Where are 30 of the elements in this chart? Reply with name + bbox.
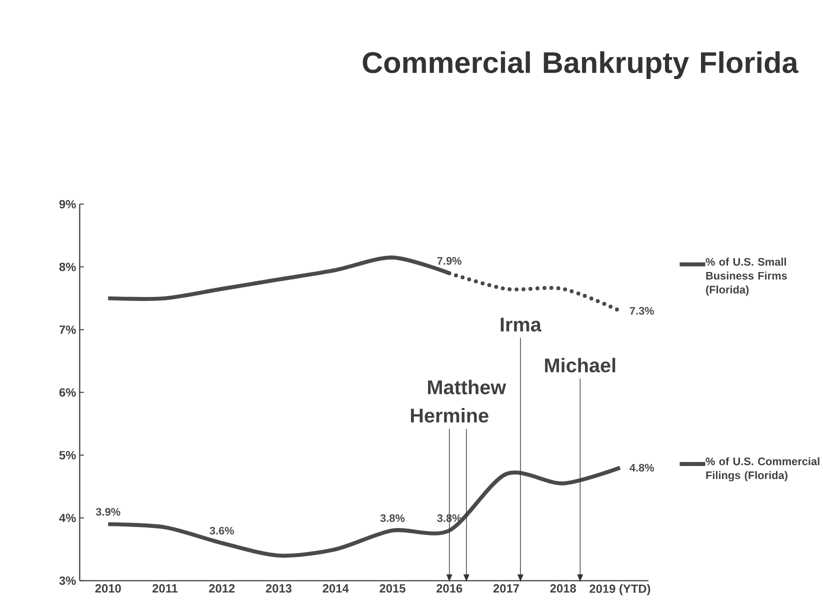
x-tick-label: 2018 [550, 584, 576, 593]
data-label: 3.8% [380, 514, 405, 522]
data-label: 7.9% [437, 257, 462, 265]
data-label: 4.8% [630, 464, 654, 472]
y-tick-label: 4% [59, 514, 76, 522]
ref-line-label: Hermine [410, 408, 488, 423]
data-label: 3.6% [210, 527, 234, 535]
y-tick-label: 3% [59, 576, 76, 586]
ref-line-label: Michael [545, 358, 616, 373]
legend-label: % of U.S. Commercial Filings (Florida) [706, 457, 820, 482]
x-tick-label: 2017 [493, 584, 519, 593]
x-tick-label: 2012 [209, 584, 235, 593]
chart-title: Commercial Bankrupty Florida [362, 52, 798, 80]
x-tick-label: 2015 [380, 584, 406, 593]
y-tick-label: 7% [59, 326, 76, 334]
x-tick-label: 2019 (YTD) [590, 584, 650, 596]
legend-label: % of U.S. Small Business Firms (Florida) [706, 258, 787, 296]
x-tick-label: 2016 [436, 584, 462, 593]
x-tick-label: 2013 [266, 584, 292, 593]
y-tick-label: 5% [59, 451, 76, 460]
x-tick-label: 2010 [95, 584, 121, 593]
ref-line-label: Irma [500, 318, 542, 332]
y-tick-label: 8% [59, 262, 76, 272]
data-label: 7.3% [630, 307, 654, 315]
ref-line-label: Matthew [428, 380, 506, 395]
y-tick-label: 6% [59, 388, 76, 397]
x-tick-label: 2014 [322, 584, 349, 593]
x-tick-label: 2011 [152, 584, 178, 593]
y-tick-label: 9% [59, 200, 76, 209]
data-label: 3.9% [96, 508, 120, 516]
